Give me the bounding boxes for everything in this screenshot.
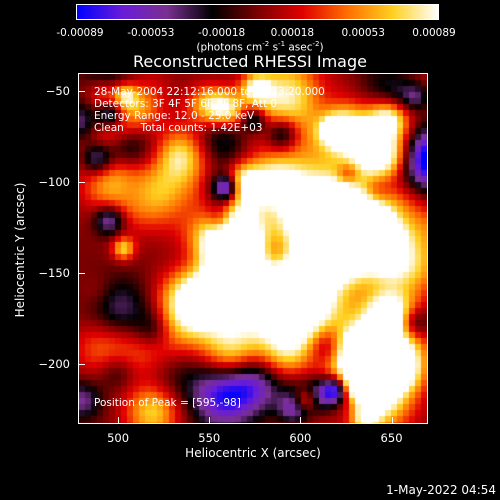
x-tick-label: 550 bbox=[198, 431, 221, 445]
y-tick-mark bbox=[78, 363, 85, 365]
y-tick-mark bbox=[78, 91, 85, 93]
y-tick-label: −200 bbox=[38, 356, 70, 371]
annotation-time: 28-May-2004 22:12:16.000 to 22:13:20.000 bbox=[94, 86, 325, 98]
heatmap-canvas bbox=[79, 74, 427, 423]
peak-position-label: Position of Peak = [595,-98] bbox=[94, 397, 241, 409]
colorbar-gradient bbox=[77, 5, 438, 19]
annotation-energy: Energy Range: 12.0 - 25.0 keV bbox=[94, 110, 255, 122]
chart-title: Reconstructed RHESSI Image bbox=[133, 52, 367, 71]
x-tick-mark bbox=[300, 417, 302, 424]
colorbar-tick-label: 0.00018 bbox=[270, 27, 315, 39]
y-tick-mark bbox=[78, 273, 85, 275]
y-tick-label: −100 bbox=[38, 175, 70, 190]
x-tick-mark bbox=[209, 417, 211, 424]
colorbar-tick-label: 0.00089 bbox=[412, 27, 456, 39]
annotation-detectors: Detectors: 3F 4F 5F 6F 7F 8F, Att 0 bbox=[94, 98, 278, 110]
x-axis-label: Heliocentric X (arcsec) bbox=[185, 446, 321, 460]
x-tick-label: 500 bbox=[107, 431, 130, 445]
colorbar-unit: (photons cm-2 s-1 asec-2) bbox=[196, 40, 324, 54]
colorbar-tick-label: 0.00053 bbox=[341, 27, 385, 39]
x-tick-mark bbox=[391, 417, 393, 424]
x-tick-label: 650 bbox=[380, 431, 403, 445]
colorbar-tick-label: -0.00089 bbox=[56, 27, 104, 39]
colorbar bbox=[76, 4, 439, 20]
timestamp: 1-May-2022 04:54 bbox=[386, 483, 496, 497]
y-tick-label: −150 bbox=[38, 266, 70, 281]
y-axis-label: Heliocentric Y (arcsec) bbox=[13, 182, 27, 318]
x-tick-mark bbox=[118, 417, 120, 424]
annotation-counts: Clean Total counts: 1.42E+03 bbox=[94, 122, 263, 134]
colorbar-tick-label: -0.00018 bbox=[197, 27, 246, 39]
y-tick-mark bbox=[78, 182, 85, 184]
y-tick-label: −50 bbox=[45, 84, 70, 99]
colorbar-tick-label: -0.00053 bbox=[127, 27, 175, 39]
x-tick-label: 600 bbox=[289, 431, 312, 445]
plot-area bbox=[78, 73, 428, 424]
